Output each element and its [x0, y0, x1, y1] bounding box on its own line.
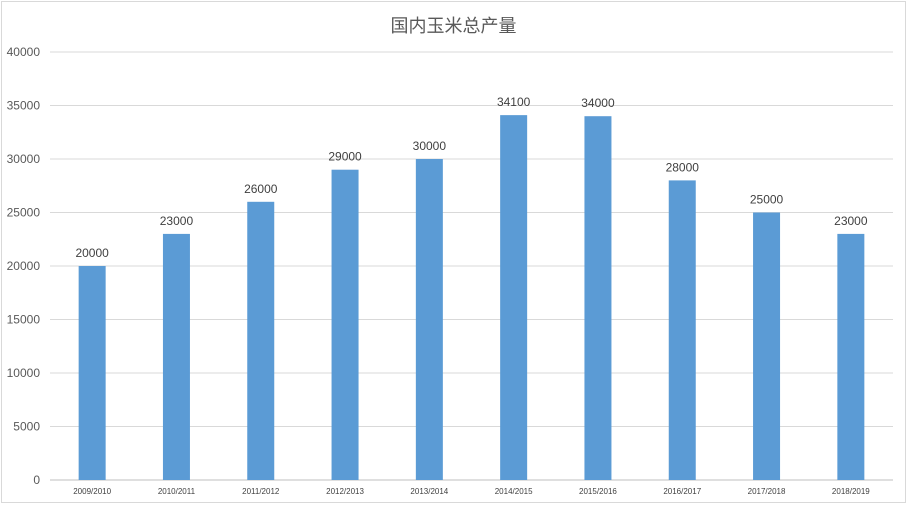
x-tick-label: 2012/2013 [326, 487, 364, 496]
y-tick-label: 10000 [7, 366, 41, 380]
x-tick-label: 2009/2010 [73, 487, 111, 496]
data-label: 23000 [834, 214, 868, 228]
y-tick-label: 30000 [7, 152, 41, 166]
data-label: 34100 [497, 95, 531, 109]
y-tick-label: 0 [33, 473, 40, 487]
data-label: 26000 [244, 182, 278, 196]
data-label: 28000 [666, 160, 700, 174]
bar [331, 169, 359, 480]
data-label: 29000 [328, 150, 362, 164]
y-tick-label: 15000 [7, 313, 41, 327]
bar [247, 201, 275, 481]
x-tick-label: 2016/2017 [663, 487, 701, 496]
x-tick-label: 2010/2011 [158, 487, 196, 496]
x-tick-label: 2011/2012 [242, 487, 280, 496]
bar [500, 115, 528, 480]
x-tick-label: 2018/2019 [832, 487, 870, 496]
x-tick-label: 2014/2015 [495, 487, 533, 496]
x-tick-label: 2015/2016 [579, 487, 617, 496]
data-label: 30000 [413, 139, 447, 153]
data-label: 20000 [75, 246, 109, 260]
bar [753, 212, 781, 480]
y-tick-label: 25000 [7, 206, 41, 220]
data-label: 23000 [160, 214, 194, 228]
x-tick-label: 2017/2018 [748, 487, 786, 496]
bar [415, 159, 443, 480]
bar [162, 233, 190, 480]
x-tick-label: 2013/2014 [410, 487, 448, 496]
bar [837, 233, 865, 480]
data-label: 34000 [581, 96, 615, 110]
data-label: 25000 [750, 193, 784, 207]
y-tick-label: 35000 [7, 99, 41, 113]
bar [668, 180, 696, 480]
y-tick-label: 40000 [7, 45, 41, 59]
y-tick-label: 5000 [13, 420, 40, 434]
y-tick-label: 20000 [7, 259, 41, 273]
bar [584, 116, 612, 480]
chart-title: 国内玉米总产量 [390, 16, 517, 37]
bar [78, 266, 106, 480]
